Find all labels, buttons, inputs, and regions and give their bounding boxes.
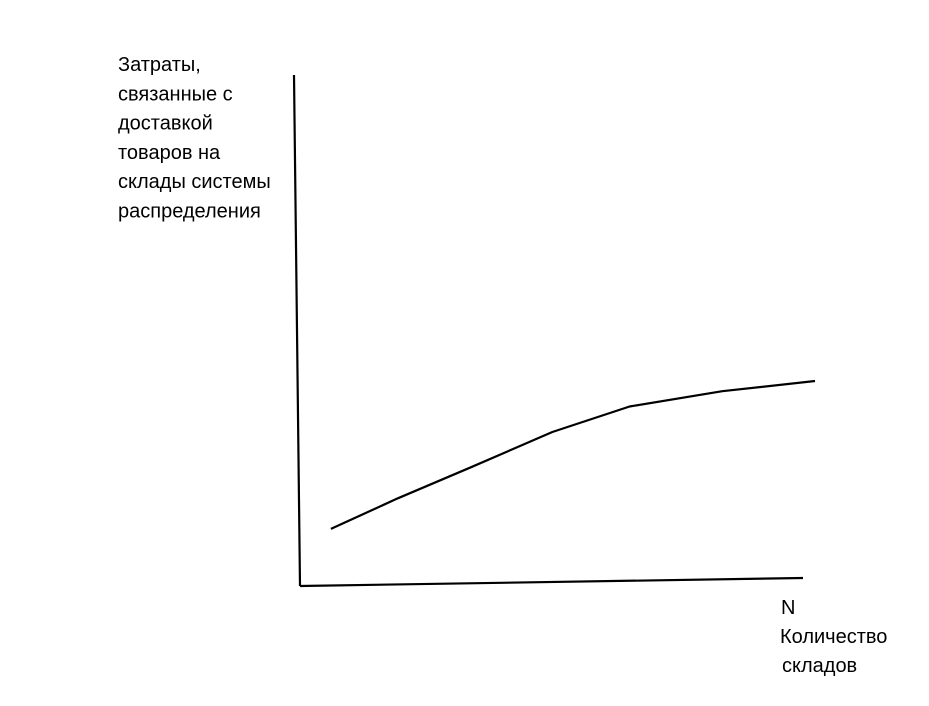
x-axis [299,576,804,588]
y-axis-label: доставкой [118,113,213,135]
y-axis-label: распределения [118,201,261,223]
y-axis-label: склады системы [118,171,271,193]
y-axis-label: товаров на [118,142,221,164]
x-axis-label: складов [782,655,857,677]
x-axis-label: Количество [780,626,887,648]
y-axis-label: Затраты, [118,54,201,76]
y-axis [292,74,302,587]
curve [330,379,816,530]
x-axis-label: N [781,597,795,619]
y-axis-label: связанные с [118,83,233,105]
